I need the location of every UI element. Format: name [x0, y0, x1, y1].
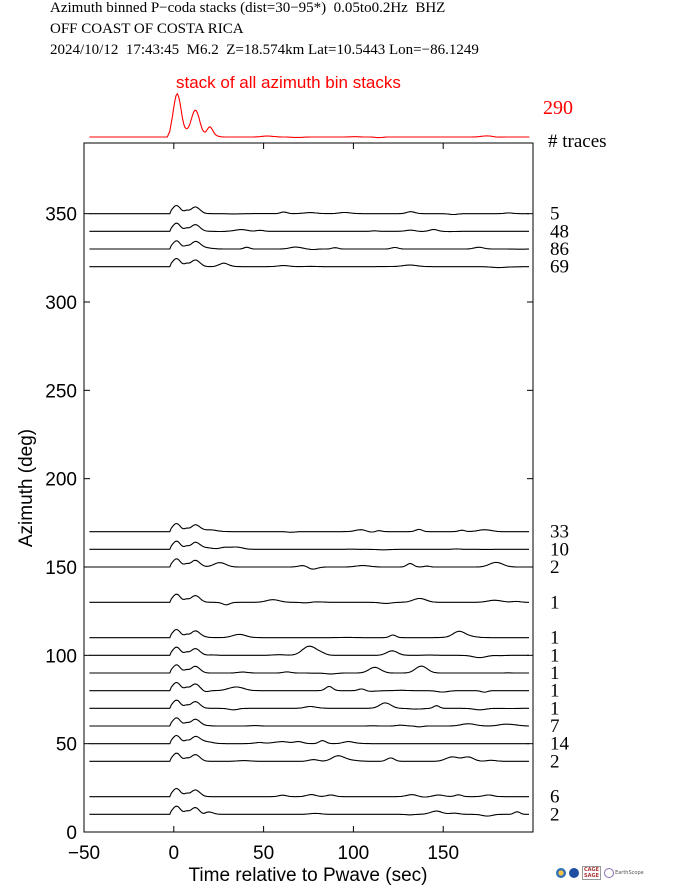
all-stack-line: [89, 92, 530, 139]
azimuth-trace-20: [89, 787, 529, 798]
azimuth-trace-160: [89, 540, 529, 551]
trace-count-150: 2: [550, 557, 560, 578]
azimuth-trace-320: [89, 257, 529, 269]
trace-count-80: 1: [550, 681, 560, 702]
azimuth-trace-130: [89, 593, 529, 606]
trace-count-90: 1: [550, 663, 560, 684]
trace-count-40: 2: [550, 751, 560, 772]
trace-count-160: 10: [550, 539, 569, 560]
header-line-3: 2024/10/12 17:43:45 M6.2 Z=18.574km Lat=…: [50, 42, 479, 58]
nsf-logo-icon: [556, 868, 566, 878]
trace-count-100: 1: [550, 645, 560, 666]
x-tick-label: 0: [169, 843, 180, 864]
trace-count-350: 5: [550, 204, 560, 225]
trace-count-70: 1: [550, 698, 560, 719]
plot-frame: [83, 142, 534, 833]
header-line-1: Azimuth binned P−coda stacks (dist=30−95…: [50, 0, 446, 16]
x-tick-label: 150: [427, 843, 459, 864]
x-tick-label: 100: [338, 843, 370, 864]
y-axis: 0 50 100 150 200 250 300 350: [45, 205, 533, 844]
trace-count-50: 14: [550, 734, 570, 755]
trace-count-320: 69: [550, 257, 569, 278]
azimuth-trace-70: [89, 699, 529, 711]
y-tick-label: 350: [45, 205, 77, 226]
azimuth-trace-350: [89, 204, 529, 216]
y-tick-label: 300: [45, 293, 77, 314]
sponsor-logos: CAGE SAGE EarthScope: [556, 866, 644, 880]
earthscope-logo-text: EarthScope: [615, 870, 644, 876]
azimuth-trace-110: [89, 628, 529, 639]
y-tick-label: 200: [45, 470, 77, 491]
sage-logo-text: SAGE: [584, 873, 599, 879]
trace-count-110: 1: [550, 628, 560, 649]
doe-logo-icon: [569, 868, 579, 878]
y-tick-label: 100: [45, 646, 77, 667]
azimuth-trace-330: [89, 240, 529, 251]
y-tick-label: 150: [45, 558, 77, 579]
y-tick-label: 250: [45, 381, 77, 402]
cage-logo-text: CAGE: [584, 867, 600, 873]
x-tick-label: −50: [68, 843, 100, 864]
all-stack-label: stack of all azimuth bin stacks: [176, 73, 401, 92]
all-stack-group: stack of all azimuth bin stacks 290: [89, 73, 573, 139]
trace-count-20: 6: [550, 787, 560, 808]
header-line-2: OFF COAST OF COSTA RICA: [50, 21, 244, 37]
x-axis-label: Time relative to Pwave (sec): [189, 865, 428, 886]
azimuth-traces: [89, 204, 530, 817]
azimuth-trace-10: [89, 805, 529, 817]
traces-column-header: # traces: [548, 131, 607, 152]
azimuth-trace-170: [89, 522, 529, 533]
all-stack-trace-count: 290: [543, 97, 573, 119]
y-axis-label: Azimuth (deg): [16, 429, 37, 547]
trace-count-130: 1: [550, 592, 560, 613]
trace-count-60: 7: [550, 716, 560, 737]
x-tick-label: 50: [253, 843, 274, 864]
x-axis: −50 0 50 100 150: [68, 143, 459, 864]
azimuth-trace-150: [89, 558, 529, 570]
cage-sage-logo: CAGE SAGE: [582, 866, 602, 880]
azimuth-trace-80: [89, 681, 529, 693]
azimuth-trace-340: [89, 222, 529, 233]
azimuth-trace-100: [89, 645, 529, 659]
trace-count-330: 86: [550, 239, 569, 260]
azimuth-trace-90: [89, 664, 529, 675]
azimuth-trace-60: [89, 717, 530, 728]
trace-count-10: 2: [550, 804, 560, 825]
azimuth-trace-40: [89, 752, 529, 762]
y-tick-label: 0: [66, 823, 77, 844]
y-tick-label: 50: [56, 735, 77, 756]
trace-count-170: 33: [550, 522, 569, 543]
earthscope-logo: EarthScope: [604, 868, 644, 878]
trace-count-340: 48: [550, 221, 569, 242]
azimuth-trace-50: [89, 734, 529, 745]
earthscope-globe-icon: [604, 868, 615, 878]
